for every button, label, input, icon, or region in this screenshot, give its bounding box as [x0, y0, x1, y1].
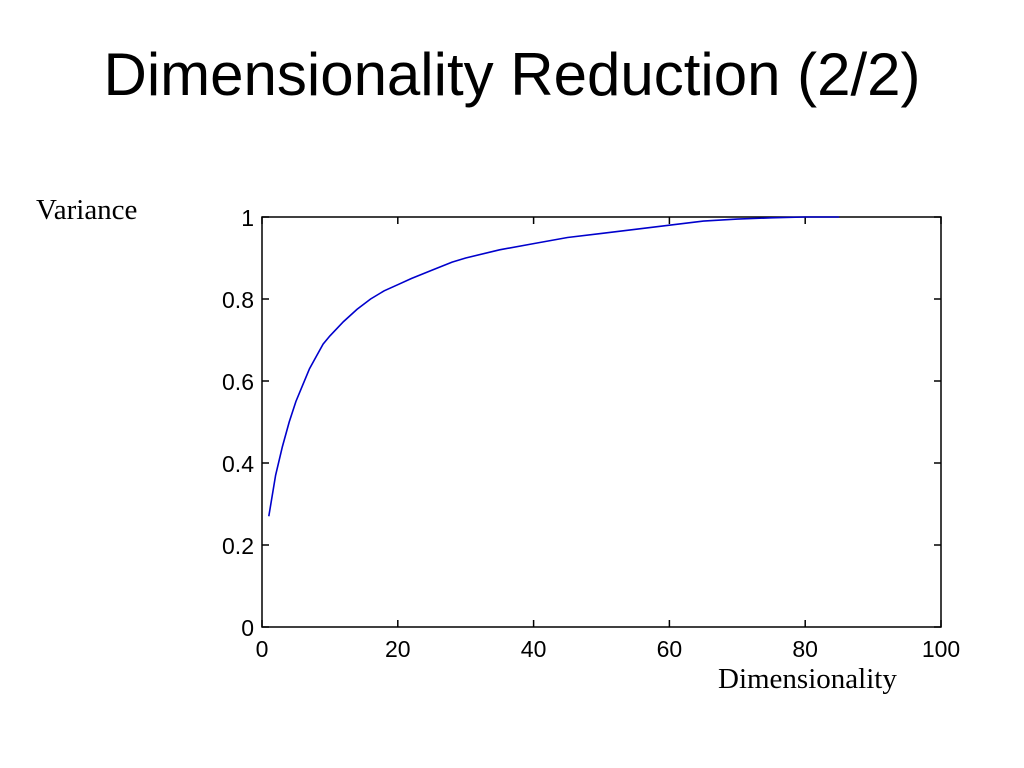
- y-tick-label: 0.6: [222, 369, 254, 395]
- x-tick-label: 20: [385, 636, 411, 662]
- y-tick-label: 1: [241, 205, 254, 231]
- variance-line: [268, 216, 840, 517]
- x-tick-label: 100: [922, 636, 960, 662]
- y-tick-label: 0: [241, 615, 254, 641]
- x-tick-label: 40: [521, 636, 547, 662]
- y-tick-label: 0.4: [222, 451, 254, 477]
- x-tick-label: 80: [792, 636, 818, 662]
- tick-labels: 0 20 40 60 80 100 0 0.2 0.4 0.6 0.8 1: [222, 205, 960, 662]
- x-tick-label: 60: [657, 636, 683, 662]
- y-tick-label: 0.8: [222, 287, 254, 313]
- page-title: Dimensionality Reduction (2/2): [103, 41, 921, 108]
- x-tick-label: 0: [256, 636, 269, 662]
- plot-frame: [261, 216, 942, 628]
- x-axis-label: Dimensionality: [718, 663, 897, 695]
- y-tick-label: 0.2: [222, 533, 254, 559]
- axis-ticks: [261, 216, 942, 628]
- y-axis-label: Variance: [36, 194, 138, 226]
